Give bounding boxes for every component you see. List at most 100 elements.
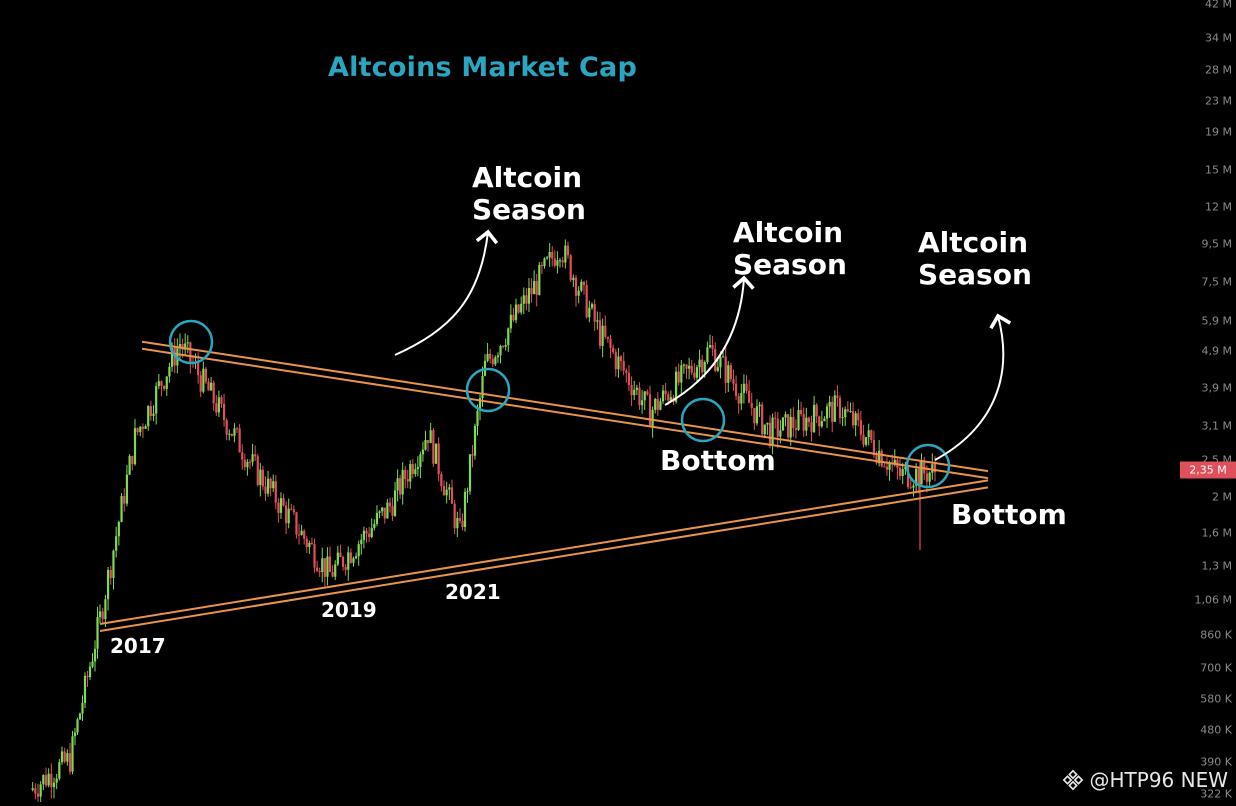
candle-body bbox=[386, 502, 389, 519]
candle-body bbox=[880, 450, 883, 467]
candle-body bbox=[489, 353, 492, 359]
candle-body bbox=[664, 390, 667, 395]
candle-body bbox=[120, 495, 123, 522]
candle-body bbox=[514, 304, 518, 321]
highlight-circles bbox=[168, 319, 951, 489]
candle-body bbox=[737, 396, 740, 404]
candle-body bbox=[768, 422, 772, 446]
candle-body bbox=[254, 454, 257, 457]
candle-body bbox=[703, 362, 706, 373]
candle-body bbox=[761, 404, 764, 435]
candle-body bbox=[823, 418, 826, 422]
candle-body bbox=[261, 469, 265, 487]
candle-body bbox=[71, 736, 74, 772]
candle-body bbox=[551, 252, 554, 259]
y-tick-label: 1,06 M bbox=[1194, 593, 1232, 607]
candle-body bbox=[381, 507, 384, 512]
candle-body bbox=[758, 404, 761, 407]
candle-body bbox=[593, 304, 596, 322]
candle-body bbox=[210, 382, 213, 391]
candle-body bbox=[461, 520, 464, 527]
candle-body bbox=[496, 355, 500, 358]
candle-body bbox=[76, 719, 79, 733]
y-tick-label: 7,5 M bbox=[1201, 275, 1232, 289]
candle-body bbox=[727, 365, 730, 383]
candle-body bbox=[347, 552, 350, 570]
candle-body bbox=[604, 325, 607, 337]
annotation-line: Altcoin bbox=[733, 216, 844, 249]
candle-body bbox=[627, 372, 631, 386]
candle-body bbox=[748, 390, 751, 403]
candle-body bbox=[202, 368, 205, 392]
candle-body bbox=[287, 508, 290, 524]
candle-body bbox=[323, 558, 326, 577]
candle-body bbox=[859, 420, 862, 435]
candle-body bbox=[34, 788, 37, 794]
y-tick-label: 1,3 M bbox=[1201, 559, 1232, 573]
candle-body bbox=[766, 422, 769, 425]
candle-body bbox=[872, 439, 876, 456]
candle-body bbox=[243, 459, 246, 468]
candle-body bbox=[432, 430, 435, 464]
candle-body bbox=[297, 534, 301, 536]
candle-body bbox=[525, 295, 528, 304]
candle-body bbox=[800, 410, 803, 414]
upper-trendline bbox=[141, 340, 989, 473]
trendlines bbox=[99, 340, 989, 632]
candle-body bbox=[862, 434, 865, 445]
candle-body bbox=[875, 455, 878, 464]
candle-body bbox=[248, 461, 252, 463]
candle-body bbox=[784, 414, 787, 418]
candle-body bbox=[36, 793, 40, 797]
candle-body bbox=[466, 491, 469, 493]
candle-body bbox=[86, 675, 89, 678]
candle-body bbox=[805, 417, 808, 431]
candle-body bbox=[763, 424, 766, 435]
candle-body bbox=[714, 349, 717, 371]
candle-body bbox=[375, 512, 379, 524]
candle-body bbox=[106, 569, 110, 600]
candle-body bbox=[104, 599, 107, 620]
annotation-line: Altcoin bbox=[472, 161, 583, 194]
candle-body bbox=[117, 521, 120, 537]
candle-body bbox=[93, 648, 97, 662]
candle-body bbox=[561, 260, 564, 263]
candle-body bbox=[370, 527, 373, 538]
candle-body bbox=[303, 530, 306, 539]
y-tick-label: 42 M bbox=[1205, 0, 1232, 11]
candle-body bbox=[580, 281, 583, 291]
candle-body bbox=[667, 394, 670, 401]
candle-body bbox=[745, 383, 748, 391]
candle-body bbox=[833, 395, 836, 422]
candle-body bbox=[698, 359, 701, 368]
candle-body bbox=[646, 391, 649, 395]
candle-body bbox=[792, 416, 795, 429]
candle-body bbox=[98, 611, 102, 618]
candle-body bbox=[915, 468, 918, 486]
candle-body bbox=[471, 454, 474, 456]
candle-body bbox=[42, 775, 45, 785]
candle-body bbox=[846, 409, 849, 412]
candle-body bbox=[282, 498, 285, 506]
candle-body bbox=[66, 753, 69, 762]
candle-body bbox=[305, 538, 308, 548]
y-tick-label: 860 K bbox=[1200, 628, 1232, 642]
annotation-bottom-1: Bottom bbox=[660, 444, 776, 477]
current-price-tag: 2,35 M bbox=[1180, 461, 1236, 479]
y-tick-label: 9,5 M bbox=[1201, 237, 1232, 251]
candle-body bbox=[52, 782, 56, 788]
candle-body bbox=[352, 558, 355, 563]
candle-body bbox=[838, 397, 842, 418]
candle-body bbox=[734, 383, 738, 397]
candle-body bbox=[429, 430, 432, 444]
candle-body bbox=[633, 389, 636, 396]
candle-body bbox=[818, 416, 821, 427]
candle-body bbox=[313, 543, 316, 568]
candle-body bbox=[334, 564, 337, 577]
candle-body bbox=[486, 353, 489, 361]
candle-body bbox=[844, 409, 847, 418]
candle-body bbox=[149, 406, 152, 416]
candle-body bbox=[794, 428, 798, 430]
candle-body bbox=[885, 466, 889, 470]
